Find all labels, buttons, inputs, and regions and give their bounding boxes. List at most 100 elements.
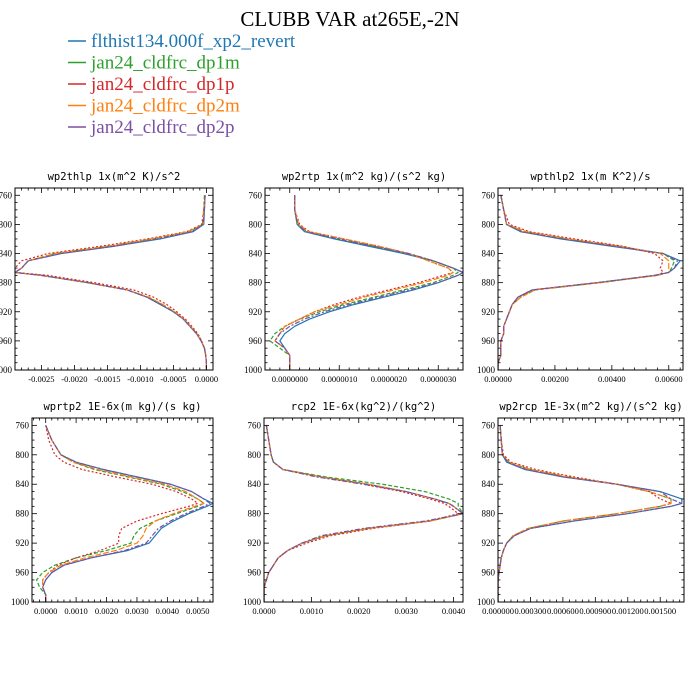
x-tick-label: 0.0010 (300, 606, 323, 616)
x-tick-label: 0.0050 (186, 606, 209, 616)
y-tick-label: 960 (16, 568, 30, 578)
panel-title: wp2rtp 1x(m^2 kg)/(s^2 kg) (282, 171, 446, 183)
y-tick-label: 760 (16, 420, 30, 430)
y-tick-label: 800 (16, 450, 30, 460)
panel-title: wprtp2 1E-6x(m kg)/(s kg) (43, 401, 201, 413)
x-tick-label: 0.00200 (541, 374, 569, 384)
legend-label: jan24_cldfrc_dp1m (90, 53, 240, 74)
plot-frame (14, 187, 214, 371)
y-tick-label: 1000 (244, 365, 263, 375)
x-tick-label: -0.0015 (94, 374, 120, 384)
plot-frame (497, 187, 684, 371)
plot-frame (31, 417, 214, 603)
y-tick-label: 880 (249, 278, 263, 288)
series-line (498, 425, 672, 602)
x-tick-label: 0.000000 (482, 606, 514, 616)
y-tick-label: 1000 (477, 365, 496, 375)
y-tick-label: 800 (482, 219, 496, 229)
series-line (15, 195, 207, 370)
y-tick-label: 840 (248, 479, 262, 489)
series-line (264, 425, 459, 602)
chart-panel-1: wp2thlp 1x(m^2 K)/s^2 760 800 840 880 920 960 1… (0, 171, 218, 384)
series-line (498, 425, 683, 602)
chart-panel-4: wprtp2 1E-6x(m kg)/(s kg) 760 800 840 880 920… (11, 401, 214, 616)
series-line (264, 425, 463, 602)
y-tick-label: 760 (248, 420, 262, 430)
legend-label: flthist134.000f_xp2_revert (91, 31, 296, 52)
series-line (264, 425, 463, 602)
x-tick-label: 0.0040 (156, 606, 179, 616)
x-tick-label: 0.0030 (394, 606, 417, 616)
series-group (264, 425, 463, 602)
y-tick-label: 880 (482, 509, 496, 519)
panel-title: wpthlp2 1x(m K^2)/s (530, 171, 650, 183)
y-tick-label: 960 (0, 336, 13, 346)
y-tick-label: 960 (248, 568, 262, 578)
series-line (274, 195, 463, 370)
x-tick-label: 0.0000030 (420, 374, 456, 384)
y-tick-label: 1000 (477, 597, 496, 607)
series-line (42, 425, 211, 602)
y-tick-label: 960 (249, 336, 263, 346)
chart-panel-6: wp2rcp 1E-3x(m^2 kg)/(s^2 kg)760 800 840 88… (477, 401, 685, 616)
x-tick-label: 0.000300 (515, 606, 547, 616)
legend-entry: jan24_cldfrc_dp2m (68, 96, 240, 117)
y-tick-label: 920 (0, 307, 13, 317)
panel-title: wp2rcp 1E-3x(m^2 kg)/(s^2 kg) (499, 401, 682, 413)
legend-entry: flthist134.000f_xp2_revert (68, 31, 296, 52)
series-line (274, 195, 454, 370)
y-tick-label: 880 (0, 278, 13, 288)
y-tick-label: 1000 (11, 597, 30, 607)
y-tick-label: 920 (482, 538, 496, 548)
panel-title: rcp2 1E-6x(kg^2)/(kg^2) (291, 401, 436, 413)
legend-entry: jan24_cldfrc_dp1m (68, 53, 240, 74)
y-tick-label: 840 (0, 249, 13, 259)
series-group (35, 425, 213, 602)
y-tick-label: 840 (482, 479, 496, 489)
chart-panel-2: wp2rtp 1x(m^2 kg)/(s^2 kg) 760 800 840 880 92… (244, 171, 464, 384)
legend: flthist134.000f_xp2_revertjan24_cldfrc_d… (68, 31, 296, 138)
x-tick-label: 0.00400 (598, 374, 626, 384)
y-tick-label: 840 (16, 479, 30, 489)
y-tick-label: 880 (248, 509, 262, 519)
x-tick-label: 0.001500 (644, 606, 676, 616)
x-tick-label: 0.000600 (547, 606, 579, 616)
series-line (15, 195, 207, 370)
y-tick-label: 840 (482, 249, 496, 259)
y-tick-label: 840 (249, 249, 263, 259)
chart-panel-3: wpthlp2 1x(m K^2)/s 760 800 840 880 920 960 100… (477, 171, 684, 384)
y-tick-label: 800 (248, 450, 262, 460)
series-group (269, 195, 463, 370)
plot-frame (263, 417, 464, 603)
y-tick-label: 800 (0, 219, 13, 229)
x-tick-label: 0.0030 (125, 606, 148, 616)
x-tick-label: -0.0010 (127, 374, 153, 384)
series-line (498, 195, 664, 370)
x-tick-label: 0.0000 (34, 606, 57, 616)
legend-entry: jan24_cldfrc_dp1p (68, 74, 235, 95)
series-line (264, 425, 463, 602)
legend-entry: jan24_cldfrc_dp2p (68, 117, 235, 138)
series-line (42, 425, 213, 602)
x-tick-label: 0.001200 (612, 606, 644, 616)
series-line (15, 195, 207, 370)
x-tick-label: 0.0020 (347, 606, 370, 616)
panels: wp2thlp 1x(m^2 K)/s^2 760 800 840 880 920 960 1… (0, 171, 685, 616)
y-tick-label: 880 (16, 509, 30, 519)
legend-label: jan24_cldfrc_dp2p (90, 117, 235, 138)
y-tick-label: 760 (249, 190, 263, 200)
series-group (15, 195, 207, 370)
series-line (279, 195, 463, 370)
y-tick-label: 960 (482, 336, 496, 346)
series-line (498, 195, 681, 370)
x-tick-label: 0.0000 (195, 374, 218, 384)
y-tick-label: 760 (482, 190, 496, 200)
series-group (498, 195, 681, 370)
x-tick-label: -0.0020 (61, 374, 87, 384)
x-tick-label: 0.0040 (442, 606, 465, 616)
series-line (498, 425, 672, 602)
y-tick-label: 920 (249, 307, 263, 317)
series-line (15, 195, 207, 370)
x-tick-label: 0.000900 (579, 606, 611, 616)
series-line (498, 195, 678, 370)
